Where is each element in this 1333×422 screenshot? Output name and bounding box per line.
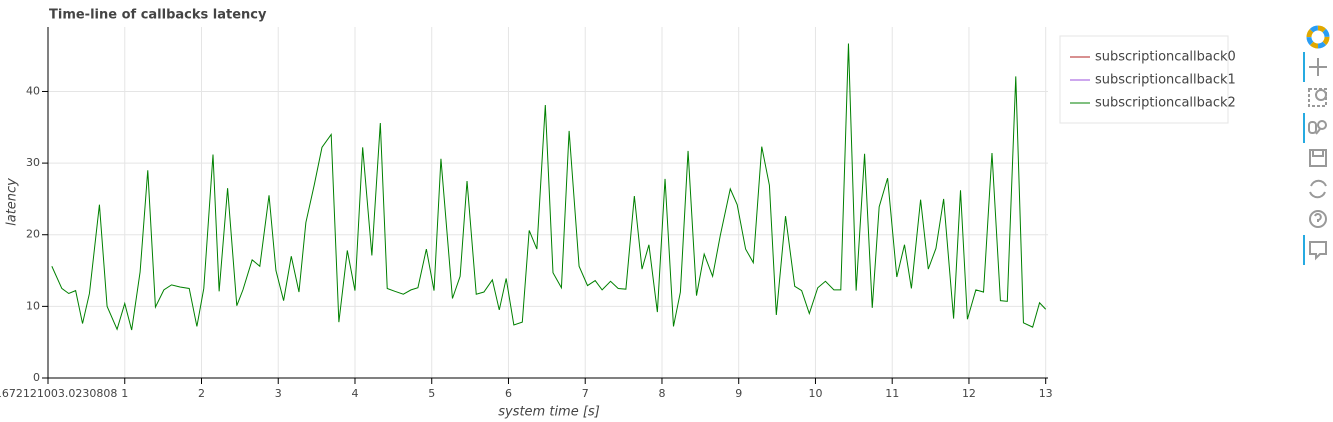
help-tool[interactable] <box>1309 210 1327 228</box>
grid: 0102030400+1672121003.023080812345678910… <box>0 27 1053 400</box>
x-tick-label: 1 <box>121 387 128 400</box>
legend-label: subscriptioncallback2 <box>1095 96 1236 111</box>
x-tick-label: 10 <box>808 387 822 400</box>
x-tick-label: 13 <box>1039 387 1053 400</box>
y-tick-label: 20 <box>26 228 40 241</box>
x-axis-label: system time [s] <box>498 405 600 420</box>
x-tick-label: 6 <box>505 387 512 400</box>
y-tick-label: 10 <box>26 299 40 312</box>
reset-tool[interactable] <box>1309 179 1327 199</box>
x-tick-label: 8 <box>658 387 665 400</box>
chart-title: Time-line of callbacks latency <box>49 8 267 23</box>
x-tick-label: 12 <box>962 387 976 400</box>
plot-area <box>51 43 1047 331</box>
x-tick-label: 3 <box>275 387 282 400</box>
pan-tool[interactable] <box>1309 58 1327 76</box>
x-tick-label: 2 <box>198 387 205 400</box>
active-indicator <box>1303 52 1305 82</box>
x-tick-label: 11 <box>885 387 899 400</box>
wheel-zoom-tool[interactable] <box>1308 120 1327 135</box>
save-tool[interactable] <box>1309 149 1327 167</box>
x-tick-label: 5 <box>428 387 435 400</box>
legend-label: subscriptioncallback0 <box>1095 50 1236 65</box>
active-indicator <box>1303 235 1305 265</box>
series-line <box>51 43 1047 331</box>
y-tick-label: 40 <box>26 84 40 97</box>
box-zoom-tool[interactable] <box>1308 88 1327 107</box>
hover-tool[interactable] <box>1309 241 1327 261</box>
x-tick-label: 4 <box>351 387 358 400</box>
toolbar <box>1303 25 1330 265</box>
y-axis-label: latency <box>5 178 20 226</box>
active-indicator <box>1303 113 1305 143</box>
y-tick-label: 30 <box>26 156 40 169</box>
y-tick-label: 0 <box>33 371 40 384</box>
legend: subscriptioncallback0 subscriptioncallbac… <box>1059 35 1236 124</box>
legend-label: subscriptioncallback1 <box>1095 73 1236 88</box>
x-tick-label: 0+1672121003.0230808 <box>0 387 117 400</box>
x-tick-label: 9 <box>735 387 742 400</box>
x-tick-label: 7 <box>582 387 589 400</box>
bokeh-logo <box>1306 25 1330 49</box>
